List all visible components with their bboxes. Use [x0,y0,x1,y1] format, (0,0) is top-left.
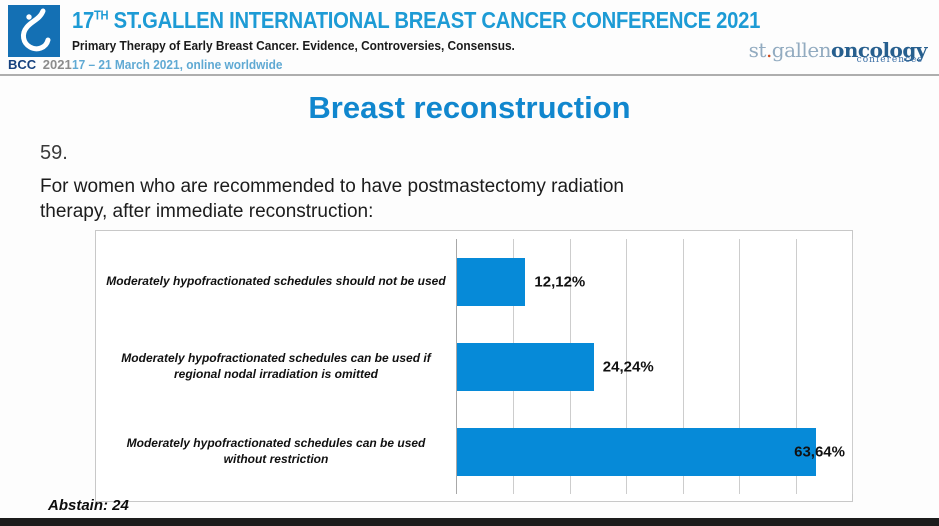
bar [457,342,594,391]
value-label: 24,24% [602,358,654,375]
question-line-2: therapy, after immediate reconstruction: [40,201,374,222]
header-text: 17TH ST.GALLEN INTERNATIONAL BREAST CANC… [72,7,854,74]
chart-plot-area: Moderately hypofractionated schedules sh… [96,239,853,494]
bcc-year: 2021 [42,57,72,72]
chart-row: Moderately hypofractionated schedules sh… [96,239,853,324]
conference-dates: 17 – 21 March 2021, online worldwide [72,58,283,72]
bar-chart: Moderately hypofractionated schedules sh… [95,230,853,502]
gridline [852,239,853,324]
value-label: 12,12% [534,273,586,290]
stgallen-oncology-logo: st.gallenoncology conferences [748,38,928,65]
brand-wordmark: st.gallenoncology [748,38,928,62]
gridline [795,324,797,409]
slide-title: Breast reconstruction [308,90,631,125]
bar-track: 12,12% [456,239,853,324]
gridline [682,324,684,409]
question-text: For women who are recommended to have po… [40,174,624,224]
conference-title: 17TH ST.GALLEN INTERNATIONAL BREAST CANC… [72,7,761,33]
gridline [739,239,741,324]
chart-row: Moderately hypofractionated schedules ca… [96,324,853,409]
gridline [569,239,571,324]
bar-track: 63,64% [456,409,853,494]
conference-subtitle: Primary Therapy of Early Breast Cancer. … [72,39,515,53]
category-label: Moderately hypofractionated schedules ca… [126,435,426,466]
bottom-edge-bar [0,518,939,526]
value-label: 63,64% [794,443,845,460]
chart-row: Moderately hypofractionated schedules ca… [96,409,853,494]
brand-conferences-text: conferences [856,55,923,65]
bcc-logo-caption: BCC 2021 [8,57,72,72]
bcc-text: BCC [8,57,37,72]
bar [457,257,526,306]
bcc-logo [8,5,60,57]
gridline [626,324,628,409]
question-line-1: For women who are recommended to have po… [40,176,624,197]
gridline [739,324,741,409]
swan-logo-icon [20,8,51,52]
question-number: 59. [40,142,68,164]
bar [457,427,817,476]
bar-track: 24,24% [456,324,853,409]
gridline [682,239,684,324]
header-divider [0,74,939,76]
abstain-note: Abstain: 24 [48,497,129,514]
category-label: Moderately hypofractionated schedules ca… [121,350,431,381]
gridline [852,409,853,494]
gridline [626,239,628,324]
category-label: Moderately hypofractionated schedules sh… [106,273,446,288]
gridline [852,324,853,409]
gridline [795,239,797,324]
